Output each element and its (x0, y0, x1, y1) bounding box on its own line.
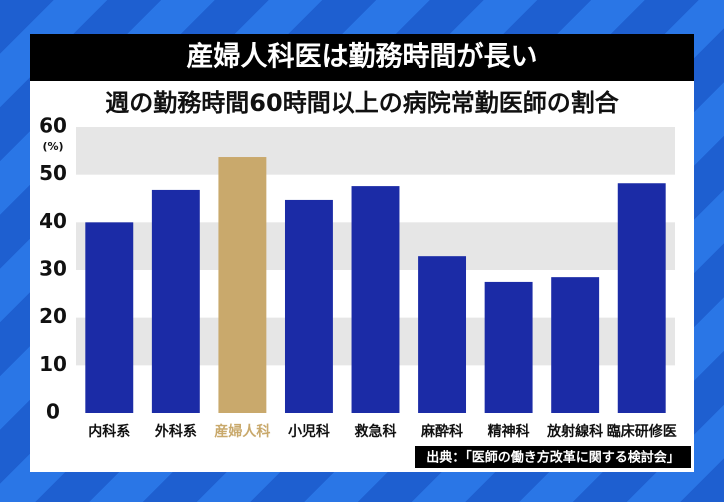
x-tick-label: 内科系 (88, 423, 130, 440)
bar (418, 256, 467, 413)
x-tick-label: 精神科 (488, 423, 530, 440)
chart-title: 産婦人科医は勤務時間が長い (187, 41, 538, 73)
x-tick-label: 小児科 (288, 423, 330, 440)
chart-subtitle: 週の勤務時間60時間以上の病院常勤医師の割合 (105, 89, 619, 117)
y-unit: (%) (42, 140, 63, 153)
source: 出典：「医師の働き方改革に関する検討会」 (426, 450, 680, 466)
bar (151, 189, 200, 413)
y-tick-label: 50 (39, 161, 67, 185)
y-tick-label: 40 (39, 209, 67, 233)
x-tick-label: 臨床研修医 (607, 423, 677, 440)
y-tick-label: 10 (39, 352, 67, 376)
grid-band (76, 127, 675, 175)
x-tick-label: 救急科 (355, 423, 397, 440)
x-tick-label: 産婦人科 (214, 423, 270, 440)
y-tick-label: 60 (39, 114, 67, 138)
x-tick-label: 外科系 (155, 423, 197, 440)
bar (85, 222, 134, 413)
bar (351, 186, 400, 413)
bar (484, 281, 533, 413)
x-tick-label: 放射線科 (546, 423, 603, 440)
bar (551, 277, 600, 413)
y-tick-label: 0 (46, 400, 60, 424)
bar (617, 183, 666, 413)
y-tick-label: 20 (39, 304, 67, 328)
x-tick-label: 麻酔科 (420, 423, 463, 440)
bar (218, 157, 267, 413)
title-bar (30, 34, 694, 81)
source-box (415, 446, 691, 468)
y-tick-label: 30 (39, 257, 67, 281)
bar (284, 199, 333, 413)
